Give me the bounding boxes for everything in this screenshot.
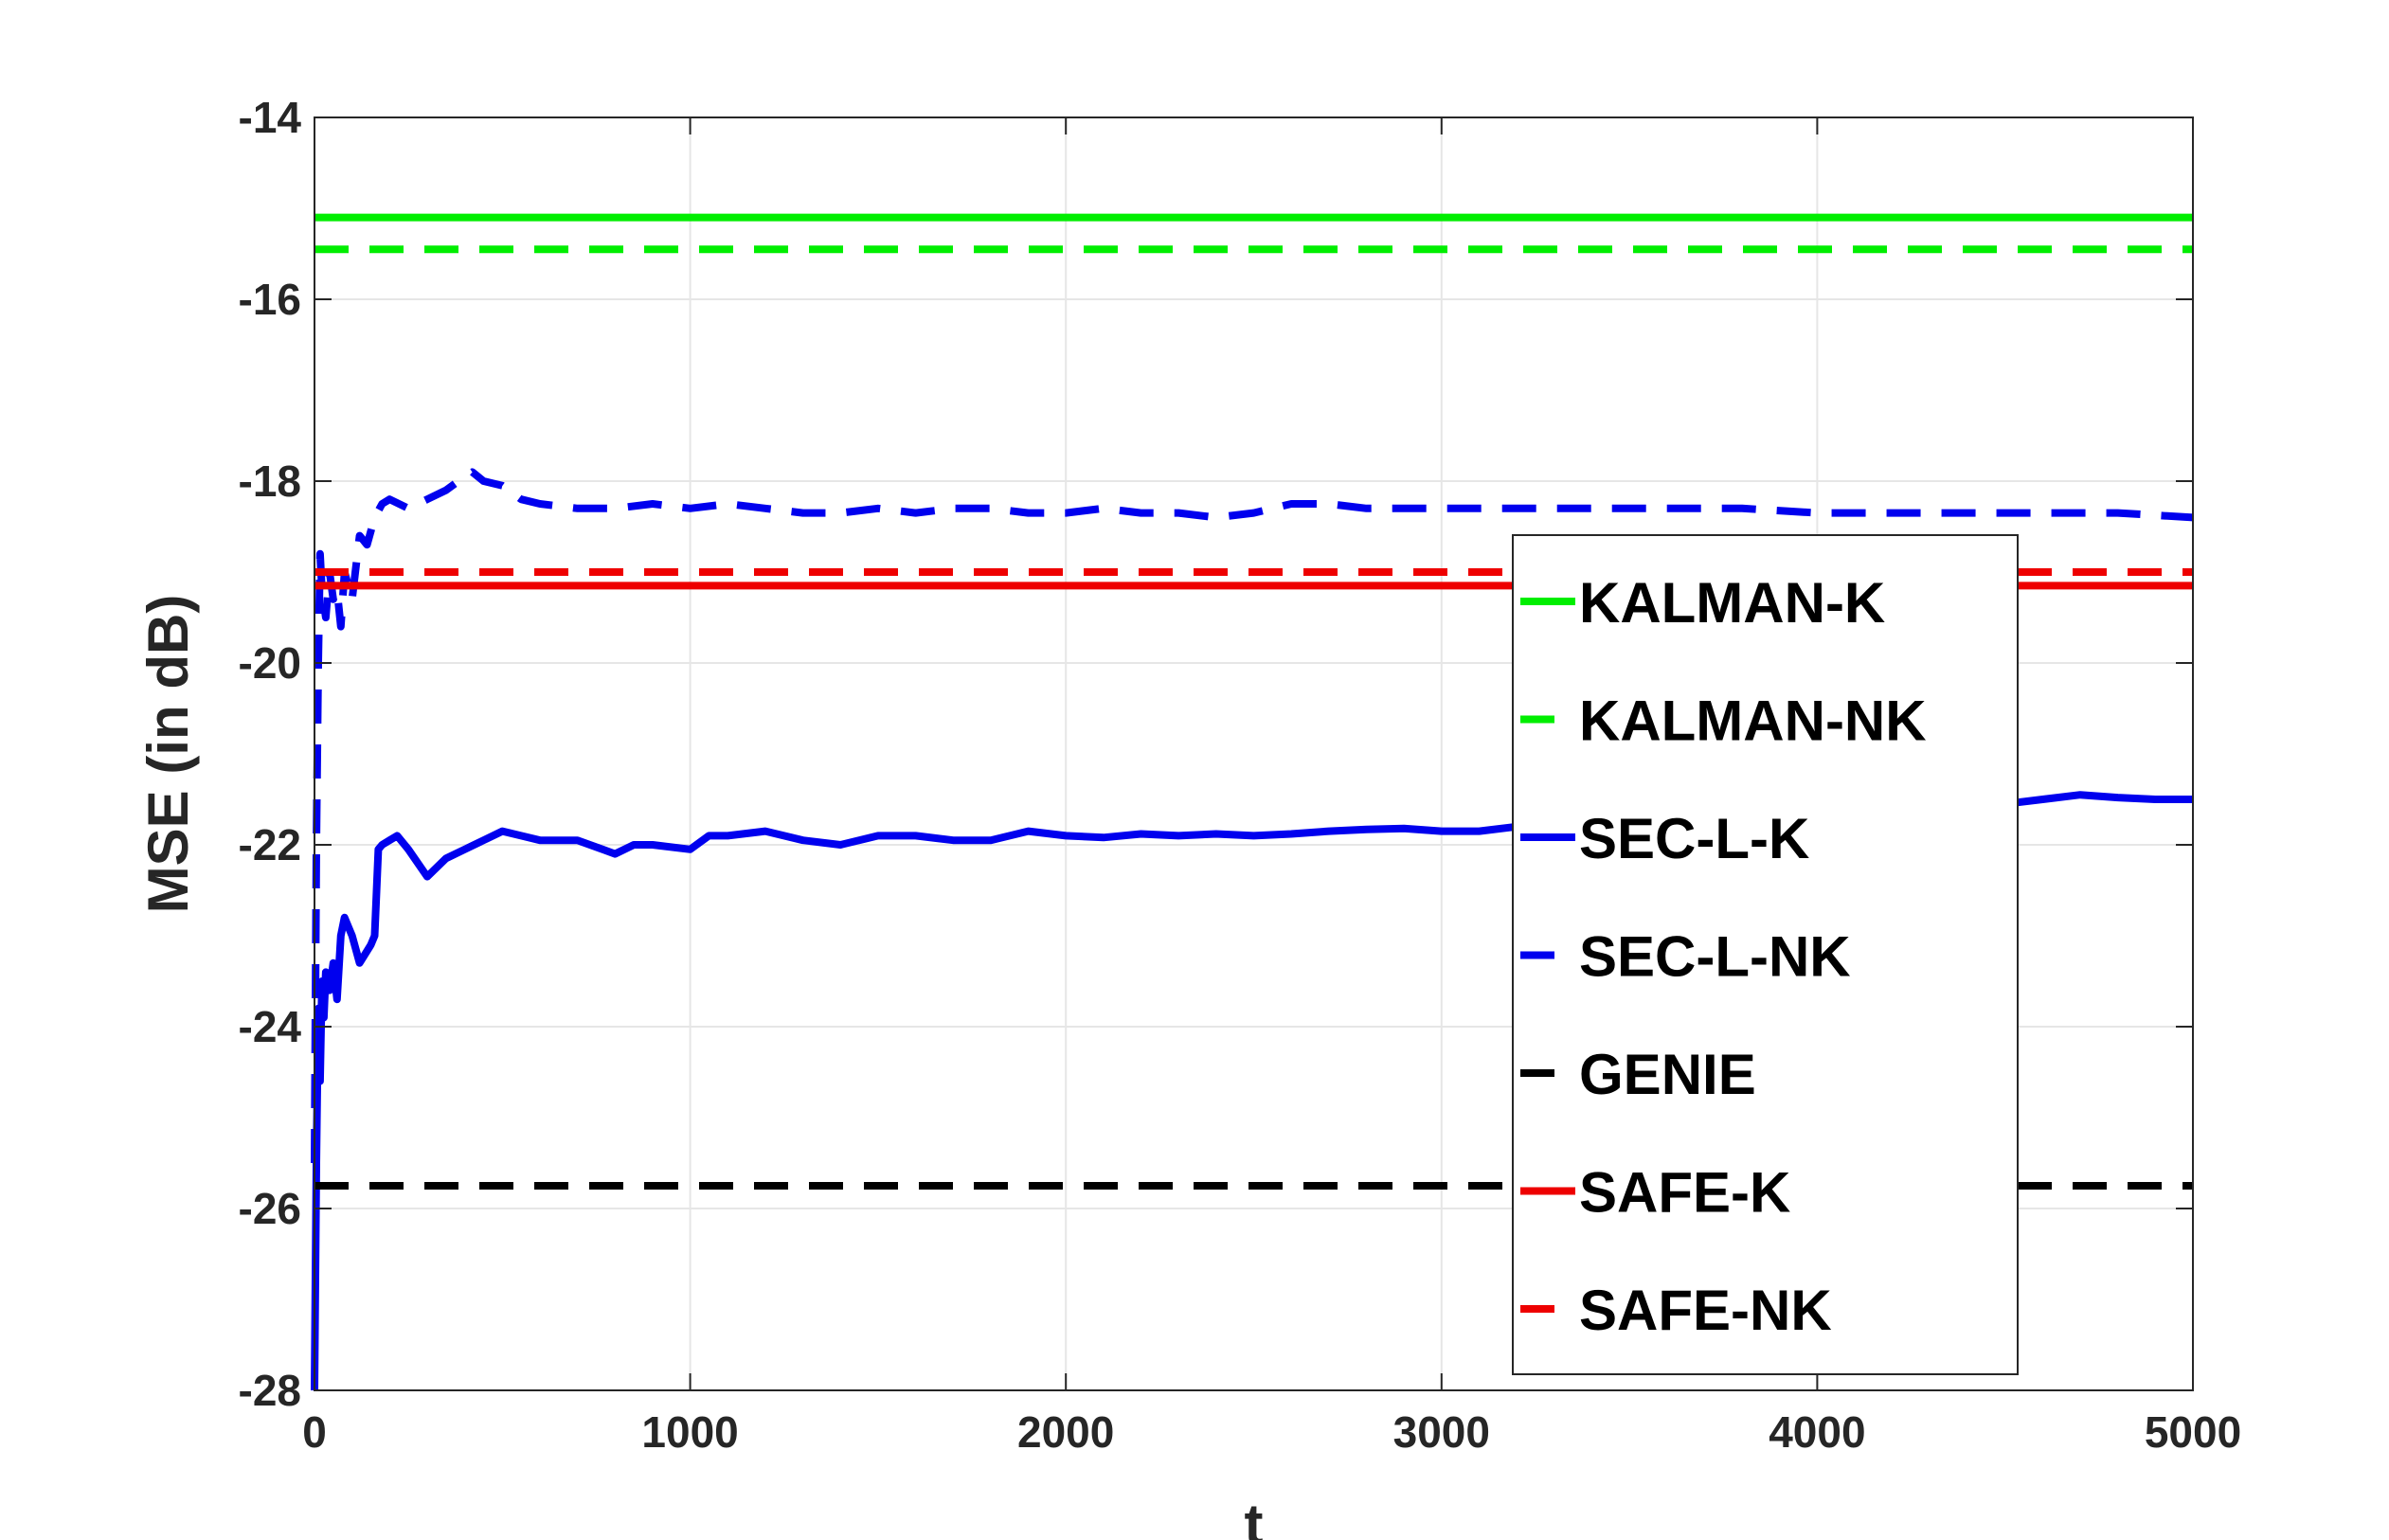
y-tick-label: -26 [239, 1184, 301, 1233]
y-tick-label: -28 [239, 1366, 301, 1415]
y-tick-label: -20 [239, 638, 301, 688]
legend-label-kalman-nk: KALMAN-NK [1579, 689, 1927, 753]
legend: KALMAN-K KALMAN-NK SEC-L-K SEC-L-NK GENIE SAF… [1512, 534, 2019, 1375]
x-tick-label: 2000 [1017, 1407, 1114, 1457]
x-tick-label: 0 [302, 1407, 327, 1457]
x-tick-label: 1000 [641, 1407, 738, 1457]
legend-label-sec-l-k: SEC-L-K [1579, 807, 1809, 870]
y-tick-label: -16 [239, 275, 301, 324]
x-tick-label: 4000 [1769, 1407, 1865, 1457]
y-tick-label: -24 [239, 1002, 302, 1051]
legend-label-genie: GENIE [1579, 1043, 1756, 1106]
legend-label-safe-k: SAFE-K [1579, 1161, 1790, 1225]
y-axis-label: MSE (in dB) [136, 595, 200, 914]
axis-ticks: 0 1000 2000 3000 4000 5000 -28 -26 -24 -22 -20 -18 -… [239, 93, 2242, 1457]
x-tick-label: 5000 [2145, 1407, 2241, 1457]
x-axis-label: t [1245, 1493, 1264, 1540]
legend-label-sec-l-nk: SEC-L-NK [1579, 925, 1851, 989]
plot-area-frame [314, 116, 2194, 1391]
x-tick-label: 3000 [1393, 1407, 1490, 1457]
y-tick-label: -14 [239, 93, 302, 142]
y-tick-label: -18 [239, 457, 301, 506]
legend-label-kalman-k: KALMAN-K [1579, 571, 1885, 635]
legend-box [1512, 534, 2019, 1375]
y-tick-label: -22 [239, 820, 301, 869]
legend-label-safe-nk: SAFE-NK [1579, 1279, 1832, 1342]
